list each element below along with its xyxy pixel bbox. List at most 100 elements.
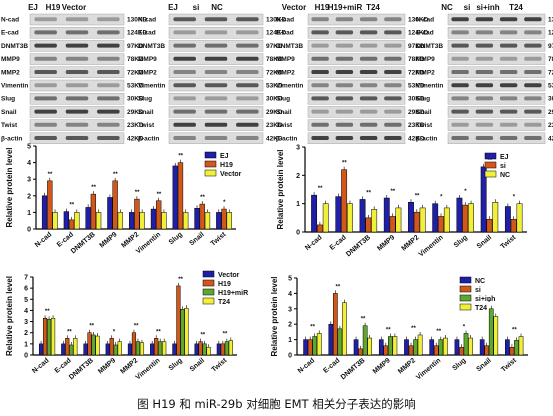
y-tick-label: 4 [24, 308, 28, 315]
blot-size-label: 23KD [548, 122, 553, 129]
bar-h19 [109, 338, 114, 356]
blot-band [359, 30, 378, 35]
blot-protein-label: Slug [138, 96, 152, 103]
blot-band [97, 30, 120, 35]
blot-protein-label: Vimentin [416, 83, 443, 90]
western-blot-panel-2: EJ si NC N-cad 130KD E-cad 124KD DNMT3B 97KD MMP9… [138, 3, 287, 145]
x-tick-label: Slug [451, 357, 467, 372]
y-tick-label: 3 [27, 177, 31, 184]
blot-size-label: 124KD [408, 30, 429, 37]
blot-protein-label: β-actin [276, 135, 297, 142]
blot-protein-label: Slug [276, 96, 290, 103]
blot-size-label: 29KD [266, 109, 283, 116]
x-tick-label: Twist [210, 357, 228, 374]
bar-h19-mir [180, 309, 185, 356]
bar-nc [505, 339, 510, 356]
x-tick-label: N-cad [34, 231, 53, 249]
blot-strip [307, 40, 406, 52]
blot-band [499, 136, 518, 140]
blot-band [335, 43, 354, 48]
bar-si [486, 219, 493, 233]
legend-label: EJ [500, 154, 509, 161]
blot-protein-label: Twist [416, 122, 433, 129]
x-tick-label: Slug [453, 234, 469, 249]
x-tick-label: E-cad [329, 234, 348, 252]
bar-h19 [177, 162, 184, 230]
significance-marker: ** [512, 328, 517, 334]
x-tick-label: Slug [168, 357, 184, 372]
blot-protein-label: Vimentin [1, 83, 28, 90]
blot-protein-label: Slug [1, 96, 15, 103]
blot-band [97, 136, 120, 140]
blot-size-label: 124KD [127, 30, 148, 37]
blot-size-label: 53KD [266, 83, 283, 90]
bar-nc [404, 339, 409, 356]
blot-strip [447, 92, 546, 105]
significance-marker: ** [157, 192, 162, 198]
bar-h19 [176, 285, 181, 356]
y-tick-label: 1 [27, 210, 31, 217]
blot-band [311, 56, 329, 61]
significance-marker: ** [386, 328, 391, 334]
x-tick-label: E-cad [322, 357, 341, 375]
blot-band [173, 109, 196, 114]
bar-nc [468, 203, 474, 233]
blot-lane-header: si+inh [476, 3, 499, 12]
bar-nc [347, 203, 353, 233]
significance-marker: ** [134, 324, 139, 330]
x-tick-label: E-cad [56, 231, 75, 249]
blot-band [65, 122, 89, 127]
bar-t24 [228, 340, 233, 356]
blot-band [524, 109, 542, 114]
blot-protein-label: N-cad [416, 17, 434, 24]
blot-band [335, 96, 354, 101]
blot-protein-label: MMP2 [276, 69, 295, 76]
blot-band [451, 30, 469, 35]
blot-protein-label: MMP9 [276, 56, 295, 63]
bar-nc [419, 207, 426, 233]
blot-strip [29, 79, 125, 92]
blot-band [34, 96, 57, 101]
blot-band [524, 17, 542, 22]
significance-marker: * [463, 324, 466, 330]
blot-band [384, 17, 402, 22]
significance-marker: * [440, 195, 443, 201]
blot-band [34, 83, 57, 88]
x-tick-label: DNMT3B [340, 357, 367, 381]
blot-lane-header: EJ [28, 3, 38, 12]
blot-band [475, 30, 494, 35]
legend-label: T24 [218, 299, 230, 306]
blot-band [236, 30, 259, 35]
bar-vector [127, 343, 133, 356]
blot-strip [447, 53, 546, 65]
blot-band [173, 30, 196, 35]
blot-size-label: 30KD [266, 96, 283, 103]
legend-swatch [459, 276, 472, 284]
bar-ej [107, 197, 113, 230]
blot-band [524, 122, 542, 127]
blot-band [359, 43, 378, 48]
blot-band [499, 70, 518, 74]
blot-band [311, 83, 329, 88]
bar-t24 [493, 316, 499, 356]
bar-nc [479, 339, 485, 356]
bar-vector [105, 343, 110, 356]
x-tick-label: DNMT3B [70, 231, 97, 255]
blot-band [311, 17, 329, 22]
blot-protein-label: DNMT3B [416, 43, 443, 50]
bar-h19-mir [46, 319, 52, 356]
blot-band [451, 70, 469, 74]
blot-band [236, 122, 259, 127]
blot-protein-label: β-actin [138, 135, 159, 142]
blot-band [475, 136, 494, 140]
blot-protein-label: Snail [276, 109, 292, 116]
blot-band [65, 43, 89, 48]
blot-band [475, 56, 494, 61]
bar-si [333, 293, 338, 356]
legend-swatch [484, 152, 497, 160]
blot-lane-header: EJ [168, 3, 178, 12]
y-tick-label: 1 [24, 341, 28, 348]
blot-strip [447, 119, 546, 131]
blot-band [97, 109, 120, 114]
bar-ej [150, 208, 157, 230]
